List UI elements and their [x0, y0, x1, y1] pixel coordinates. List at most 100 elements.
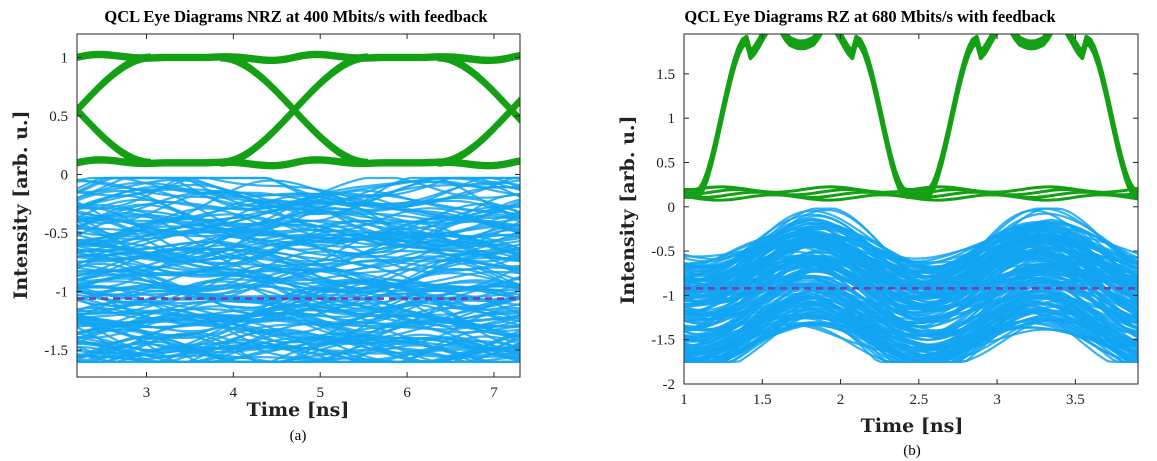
x-tick-label: 3.5	[1066, 392, 1085, 408]
blue-trace	[77, 250, 520, 292]
green-pulse	[684, 34, 919, 192]
falling-edge	[220, 53, 369, 163]
panel-a-caption: (a)	[290, 428, 307, 444]
falling-edge	[437, 53, 520, 120]
blue-trace	[684, 266, 1138, 323]
blue-trace	[684, 234, 1138, 298]
blue-trace	[77, 176, 520, 208]
blue-trace	[684, 297, 1138, 337]
panel-b: QCL Eye Diagrams RZ at 680 Mbits/s with …	[617, 7, 1139, 459]
blue-trace	[77, 189, 520, 225]
x-tick-label: 4	[230, 385, 238, 401]
blue-trace	[684, 318, 1138, 363]
blue-trace	[684, 285, 1138, 343]
y-tick-label: 1	[61, 50, 69, 66]
panel-a-y-ticks: 1 0.5 0 -0.5 -1 -1.5	[44, 50, 520, 359]
blue-trace	[684, 221, 1138, 279]
panel-b-title: QCL Eye Diagrams RZ at 680 Mbits/s with …	[684, 7, 1056, 26]
panel-b-x-axis-label: Time [ns]	[861, 415, 964, 437]
panel-a-axes-box	[76, 33, 521, 378]
blue-trace	[684, 322, 1138, 363]
blue-trace	[77, 243, 520, 288]
blue-trace	[77, 219, 520, 252]
y-tick-label: -1	[663, 288, 676, 304]
blue-trace	[77, 313, 520, 335]
blue-trace	[77, 328, 520, 360]
y-tick-label: -1	[56, 285, 69, 301]
green-pulse	[914, 34, 1138, 199]
blue-trace	[77, 318, 520, 355]
panel-a: QCL Eye Diagrams NRZ at 400 Mbits/s with…	[10, 7, 521, 444]
blue-trace	[77, 241, 520, 263]
y-tick-label: 0	[61, 167, 69, 183]
blue-trace	[77, 219, 520, 247]
blue-trace	[684, 303, 1138, 339]
blue-trace	[77, 262, 520, 301]
x-tick-label: 6	[403, 385, 411, 401]
y-tick-label: -1.5	[44, 343, 68, 359]
blue-trace	[77, 342, 520, 363]
blue-trace	[77, 281, 520, 310]
blue-trace	[684, 227, 1138, 270]
y-tick-label: -0.5	[44, 226, 68, 242]
blue-trace	[77, 261, 520, 291]
blue-trace	[77, 188, 520, 231]
rising-edge	[77, 53, 151, 111]
blue-trace	[77, 230, 520, 268]
panel-a-title: QCL Eye Diagrams NRZ at 400 Mbits/s with…	[104, 7, 488, 26]
falling-edge	[77, 105, 151, 163]
y-tick-label: -0.5	[651, 244, 675, 260]
x-tick-label: 2.5	[909, 392, 928, 408]
y-tick-label: -2	[663, 377, 676, 393]
panel-a-x-axis-label: Time [ns]	[247, 399, 350, 421]
panel-b-caption: (b)	[903, 443, 921, 459]
x-tick-label: 1.5	[753, 392, 772, 408]
panel-b-x-ticks: 1 1.5 2 2.5 3 3.5	[680, 34, 1085, 408]
blue-trace	[684, 303, 1138, 363]
blue-trace	[77, 198, 520, 234]
blue-trace	[684, 241, 1138, 287]
rising-edge	[77, 58, 151, 115]
blue-trace	[77, 267, 520, 296]
panel-a-y-axis-label: Intensity [arb. u.]	[10, 111, 32, 300]
blue-trace	[684, 260, 1138, 305]
blue-trace	[77, 233, 520, 277]
blue-trace	[77, 326, 520, 363]
green-pulse	[914, 34, 1138, 192]
blue-trace	[684, 238, 1138, 278]
blue-trace	[77, 338, 520, 363]
panel-b-y-axis-label: Intensity [arb. u.]	[617, 116, 639, 305]
y-tick-label: 1	[668, 111, 676, 127]
blue-trace	[684, 268, 1138, 314]
blue-trace	[684, 236, 1138, 286]
x-tick-label: 2	[837, 392, 845, 408]
x-tick-label: 3	[993, 392, 1001, 408]
y-tick-label: 0.5	[49, 109, 68, 125]
y-tick-label: 1.5	[656, 67, 675, 83]
green-pulse	[684, 34, 919, 199]
blue-trace	[77, 267, 520, 309]
blue-trace	[77, 331, 520, 363]
x-tick-label: 1	[680, 392, 688, 408]
blue-trace	[77, 181, 520, 206]
x-tick-label: 7	[490, 385, 498, 401]
falling-edge	[77, 109, 151, 167]
y-tick-label: -1.5	[651, 333, 675, 349]
falling-edge	[77, 107, 151, 165]
panel-b-traces	[684, 34, 1138, 363]
panel-a-x-ticks: 3 4 5 6 7	[143, 34, 498, 401]
x-tick-label: 5	[316, 385, 324, 401]
blue-trace	[684, 244, 1138, 313]
blue-trace	[77, 203, 520, 240]
panel-b-y-ticks: 1.5 1 0.5 0 -0.5 -1 -1.5 -2	[651, 67, 1138, 393]
blue-trace	[77, 317, 520, 354]
blue-trace	[684, 236, 1138, 272]
blue-trace	[77, 306, 520, 346]
x-tick-label: 3	[143, 385, 151, 401]
y-tick-label: 0	[668, 200, 676, 216]
rising-edge	[77, 55, 151, 113]
y-tick-label: 0.5	[656, 155, 675, 171]
panel-a-traces	[77, 50, 520, 363]
blue-trace	[77, 288, 520, 334]
